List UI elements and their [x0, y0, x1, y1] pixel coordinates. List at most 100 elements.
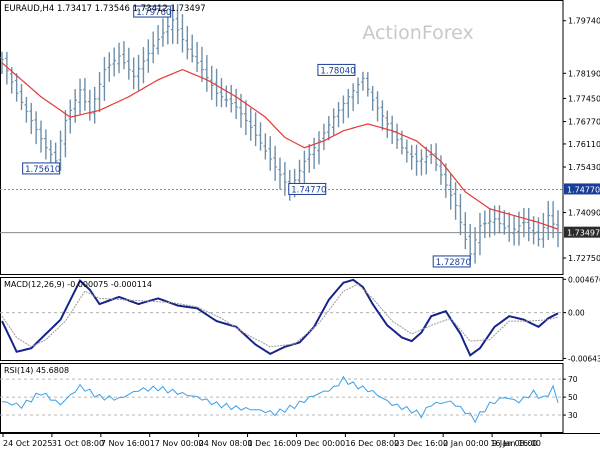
price-label-high: 1.79760: [133, 5, 172, 18]
price-bar: [356, 77, 360, 105]
time-axis-label: 2 Jan 00:00: [443, 439, 489, 448]
macd-pane-frame: [0, 277, 564, 361]
time-axis-label: 17 Nov 00:00: [150, 439, 204, 448]
price-bar: [458, 194, 463, 236]
price-bar: [502, 210, 507, 235]
price-bar: [351, 83, 355, 112]
price-axis-label: 1.77450: [568, 94, 600, 103]
price-pane-frame: [0, 0, 564, 275]
price-bar: [439, 155, 443, 185]
price-bar: [92, 86, 97, 124]
watermark-text: ActionForex: [362, 22, 473, 44]
price-label-text: 1.72870: [436, 258, 471, 268]
price-bar: [541, 212, 546, 248]
price-bar: [185, 26, 190, 60]
time-axis-label: 31 Oct 08:00: [52, 439, 104, 448]
price-bar: [83, 78, 87, 111]
price-bar: [244, 100, 248, 136]
price-label-text: 1.75610: [25, 165, 60, 175]
price-bar: [200, 46, 204, 82]
level-axis-label: 1.74770: [564, 183, 600, 195]
price-bar: [507, 212, 512, 242]
price-bar: [307, 144, 312, 173]
price-bar: [522, 208, 526, 238]
price-bar: [219, 78, 224, 108]
time-axis-label: 7 Nov 16:00: [101, 439, 150, 448]
price-axis-label: 1.76110: [568, 140, 600, 149]
price-label-box: [133, 5, 172, 18]
price-bar: [263, 133, 268, 160]
price-bar: [136, 54, 141, 91]
price-axis-label: 1.72750: [568, 254, 600, 263]
price-bar: [39, 120, 43, 153]
price-bar: [102, 56, 107, 101]
price-bar: [73, 89, 77, 123]
price-bar: [424, 146, 429, 175]
price-bar: [151, 31, 155, 64]
price-bar: [283, 162, 287, 196]
price-bar: [336, 101, 341, 128]
price-label-text: 1.79760: [136, 8, 171, 18]
price-bar: [131, 57, 136, 90]
price-bar: [248, 108, 253, 141]
price-label-high: 1.78040: [317, 63, 356, 76]
price-label-box: [317, 63, 356, 76]
price-bar: [419, 149, 424, 176]
price-bar: [127, 47, 131, 80]
price-axis-label: 1.79740: [568, 17, 600, 26]
price-bar: [107, 52, 112, 82]
price-bar: [370, 85, 375, 111]
price-bar: [146, 39, 151, 73]
time-axis-label: 1 Dec 16:00: [248, 439, 297, 448]
price-bar: [48, 139, 53, 163]
price-bar: [463, 212, 468, 250]
time-axis-label: 16 Jan 16:00: [490, 439, 541, 448]
price-bar: [195, 42, 199, 73]
price-bar: [478, 212, 482, 256]
price-bar: [341, 95, 346, 124]
price-bar: [175, 4, 180, 45]
price-bar: [409, 145, 414, 170]
price-label-text: 1.74770: [291, 185, 326, 195]
price-bar: [29, 102, 34, 135]
price-bar: [385, 110, 390, 139]
time-axis-label: 23 Dec 16:00: [394, 439, 448, 448]
price-bar: [326, 115, 331, 141]
price-label-box: [22, 162, 61, 175]
price-bar: [414, 144, 419, 176]
price-bar: [5, 51, 9, 85]
price-bar: [273, 145, 277, 181]
price-bar: [487, 207, 492, 238]
price-bar: [258, 122, 263, 151]
moving-average-line: [1, 62, 559, 230]
macd-signal-line: [1, 283, 559, 348]
rsi-pane-title: RSI(14) 45.6808: [4, 366, 69, 375]
price-bar: [14, 73, 19, 102]
rsi-line: [1, 375, 559, 424]
time-axis-label: 24 Nov 08:00: [199, 439, 253, 448]
price-bar: [161, 18, 165, 47]
macd-pane-title: MACD(12,26,9) -0.000075 -0.000114: [4, 280, 152, 289]
price-label-low: 1.75610: [22, 162, 61, 175]
price-axis-label: 1.76770: [568, 118, 600, 127]
rsi-axis-label: 50: [568, 393, 578, 402]
rsi-axis-label: 30: [568, 411, 578, 420]
price-bar: [190, 34, 195, 63]
price-bar: [453, 182, 458, 220]
price-bar: [405, 139, 409, 163]
price-bar: [87, 89, 92, 121]
price-bar: [112, 47, 116, 77]
macd-axis-label: -0.006436: [568, 354, 600, 363]
price-bar: [361, 71, 365, 91]
price-bar: [375, 91, 380, 122]
price-bar: [44, 129, 48, 160]
price-bar: [268, 136, 273, 171]
price-bar: [546, 201, 551, 241]
price-label-box: [288, 182, 327, 195]
time-axis-label: 24 Oct 2025: [3, 439, 52, 448]
price-label-box: [432, 255, 471, 268]
price-axis-label: 1.75430: [568, 163, 600, 172]
